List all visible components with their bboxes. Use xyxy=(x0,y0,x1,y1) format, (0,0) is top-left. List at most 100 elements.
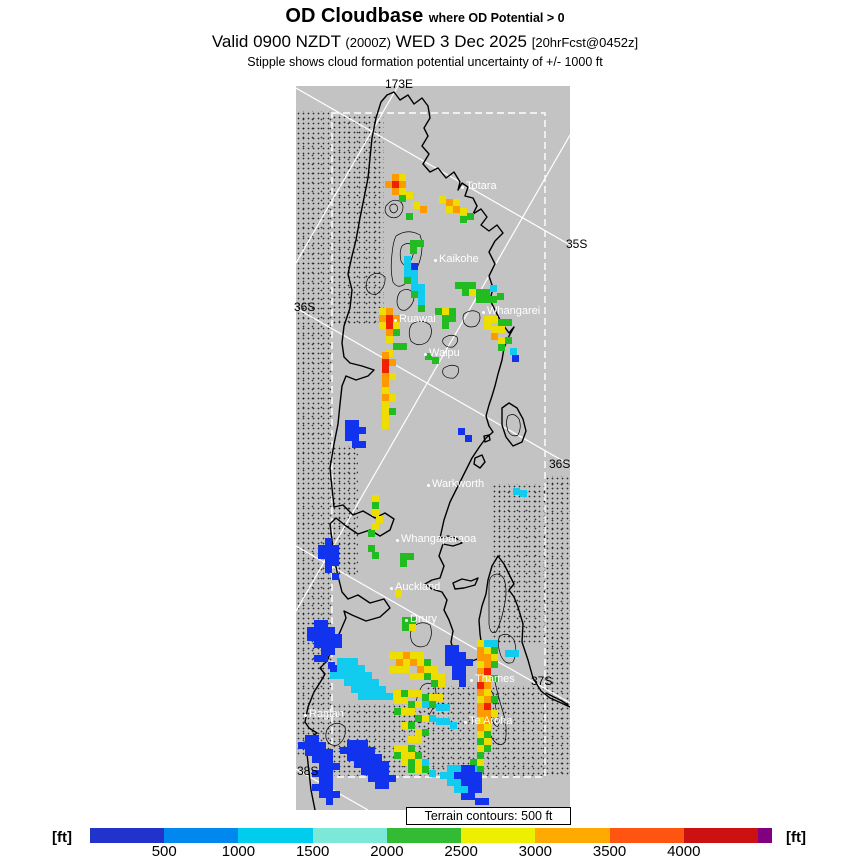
stipple-region xyxy=(545,476,570,776)
coastline xyxy=(304,91,570,810)
cloudbase-cell xyxy=(417,240,424,247)
cloudbase-cell xyxy=(382,761,389,768)
cloudbase-cell xyxy=(386,336,393,343)
cloudbase-cell xyxy=(332,573,339,580)
cloudbase-cell xyxy=(408,766,415,773)
cloudbase-cell xyxy=(382,394,389,401)
cloudbase-cell xyxy=(375,754,382,761)
cloudbase-cell xyxy=(365,679,372,686)
cloudbase-cell xyxy=(352,434,359,441)
cloudbase-cell xyxy=(401,697,408,704)
cloudbase-cell xyxy=(379,308,386,315)
parallel-37S xyxy=(296,545,570,704)
cloudbase-cell xyxy=(325,552,332,559)
coastline-mainland xyxy=(304,91,570,810)
cloudbase-cell xyxy=(462,282,469,289)
cloudbase-cell xyxy=(321,620,328,627)
cloudbase-cell xyxy=(425,353,432,360)
cloudbase-cell xyxy=(484,316,491,323)
cloudbase-cell xyxy=(468,779,475,786)
cloudbase-cell xyxy=(400,553,407,560)
cloudbase-cell xyxy=(318,552,325,559)
forecast-ref: [20hrFcst@0452z] xyxy=(531,35,639,50)
city-label: Auckland xyxy=(395,581,441,593)
cloudbase-cell xyxy=(305,742,312,749)
cloudbase-cell xyxy=(477,710,484,717)
cloudbase-cell xyxy=(422,694,429,701)
cloudbase-cell xyxy=(484,696,491,703)
city-label: Warkworth xyxy=(432,478,485,490)
cloudbase-cell xyxy=(368,775,375,782)
cloudbase-cell xyxy=(307,627,314,634)
cloudbase-cell xyxy=(484,640,491,647)
title-qualifier: where OD Potential > 0 xyxy=(428,11,565,25)
cloudbase-cell xyxy=(512,355,519,362)
city-marker xyxy=(434,259,437,262)
cloudbase-cell xyxy=(314,620,321,627)
city-label: Kaikohe xyxy=(439,253,479,265)
city-marker xyxy=(304,714,307,717)
cloudbase-cell xyxy=(459,659,466,666)
cloudbase-cell xyxy=(385,181,392,188)
cloudbase-cell xyxy=(314,655,321,662)
cloudbase-cell xyxy=(326,770,333,777)
cloudbase-cell xyxy=(337,672,344,679)
cloudbase-cell xyxy=(452,659,459,666)
cloudbase-cell xyxy=(459,680,466,687)
cloudbase-cell xyxy=(442,308,449,315)
cloudbase-cell xyxy=(372,502,379,509)
cloudbase-cell xyxy=(382,387,389,394)
city-marker xyxy=(464,721,467,724)
cloudbase-cell xyxy=(389,394,396,401)
cloudbase-cell xyxy=(420,206,427,213)
cloudbase-cell xyxy=(468,786,475,793)
cloudbase-cell xyxy=(335,634,342,641)
cloudbase-cell xyxy=(415,701,422,708)
cloudbase-cell xyxy=(484,689,491,696)
cloudbase-cell xyxy=(453,206,460,213)
city-label: Totara xyxy=(466,180,497,192)
cloudbase-cell xyxy=(345,427,352,434)
cloudbase-cell xyxy=(312,770,319,777)
cloudbase-cell xyxy=(415,729,422,736)
cloudbase-cell xyxy=(417,666,424,673)
colorbar-tick: 1000 xyxy=(221,843,256,860)
stipple-region xyxy=(492,484,545,644)
colorbar-tick: 2500 xyxy=(444,843,478,860)
cloudbase-cell xyxy=(382,366,389,373)
cloudbase-cell xyxy=(382,775,389,782)
cloudbase-cell xyxy=(368,747,375,754)
city-marker xyxy=(396,539,399,542)
cloudbase-cell xyxy=(410,652,417,659)
cloudbase-cell xyxy=(411,263,418,270)
cloudbase-cell xyxy=(399,188,406,195)
cloudbase-cell xyxy=(450,722,457,729)
cloudbase-cell xyxy=(401,690,408,697)
cloudbase-cell xyxy=(382,408,389,415)
city-label: Raglan xyxy=(309,708,344,720)
cloudbase-cell xyxy=(422,715,429,722)
cloudbase-cell xyxy=(395,590,402,597)
cloudbase-cell xyxy=(344,658,351,665)
cloudbase-cell xyxy=(379,322,386,329)
cloudbase-cell xyxy=(382,359,389,366)
cloudbase-cell xyxy=(476,296,483,303)
cloudbase-cell xyxy=(429,715,436,722)
cloudbase-cell xyxy=(325,545,332,552)
stipple-subtitle: Stipple shows cloud formation potential … xyxy=(247,55,603,69)
stipple-region xyxy=(332,115,384,325)
cloudbase-cell xyxy=(431,673,438,680)
cloudbase-cell xyxy=(406,192,413,199)
city-marker xyxy=(390,587,393,590)
cloudbase-cell xyxy=(408,708,415,715)
cloudbase-cell xyxy=(446,206,453,213)
cloudbase-cell xyxy=(354,740,361,747)
cloudbase-cell xyxy=(393,315,400,322)
cloudbase-cell xyxy=(483,296,490,303)
colorbar-tick: 4000 xyxy=(667,843,701,860)
colorbar-unit-left: [ft] xyxy=(52,829,72,846)
colorbar-segment xyxy=(461,828,536,843)
cloudbase-cell xyxy=(337,665,344,672)
cloudbase-cell xyxy=(328,648,335,655)
cloudbase-cell xyxy=(382,415,389,422)
